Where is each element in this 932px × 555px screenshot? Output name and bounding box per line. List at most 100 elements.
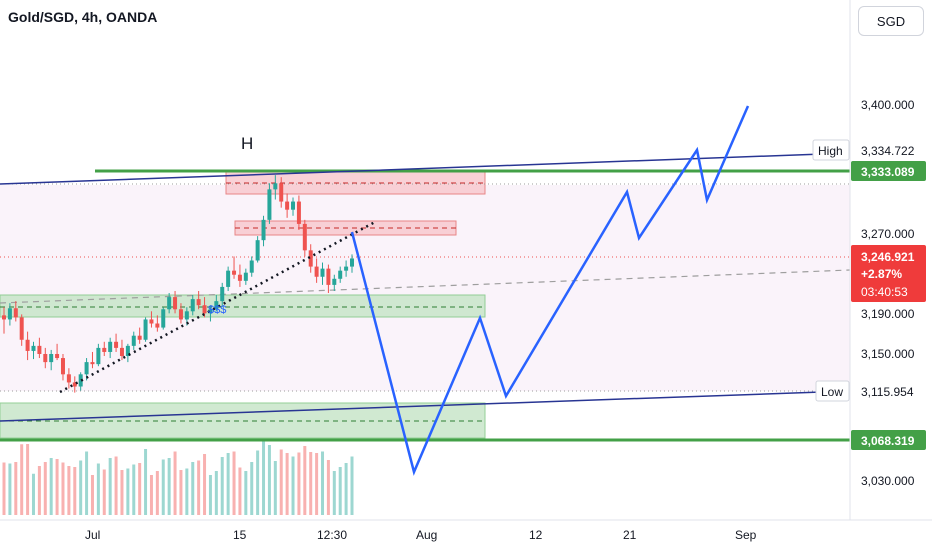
mid-dashed-line (0, 269, 851, 304)
x-tick-label: 12 (529, 528, 543, 542)
volume-bar (31, 473, 35, 515)
last-price-tag (851, 245, 926, 302)
candle-body (13, 308, 18, 318)
volume-bar (226, 453, 230, 515)
volume-bar (120, 470, 124, 515)
currency-button[interactable]: SGD (858, 6, 924, 36)
volume-bar (273, 461, 277, 515)
candle-body (285, 201, 290, 210)
candle-body (237, 274, 242, 281)
candle-body (155, 323, 160, 328)
candle-body (338, 270, 343, 279)
candle-body (25, 339, 30, 351)
candle-body (226, 270, 231, 287)
volume-bar (197, 460, 201, 515)
volume-bar (73, 467, 77, 515)
resistance-price-tag (851, 161, 926, 181)
volume-bar (262, 441, 266, 515)
volume-bar (144, 449, 148, 515)
support-price-value: 3,068.319 (861, 434, 915, 448)
candle-body (43, 353, 48, 363)
volume-bar (132, 464, 136, 515)
x-tick-label: Sep (735, 528, 757, 542)
consolidation-range-zone (0, 185, 850, 391)
projected-price-path[interactable] (350, 105, 750, 476)
candle-body (249, 260, 254, 273)
channel-lower-line[interactable] (0, 390, 851, 422)
volume-bar (297, 452, 301, 515)
volume-bar (321, 451, 325, 515)
volume-bar (344, 463, 348, 515)
candle-body (125, 345, 130, 357)
liquidity-label: $$$ (208, 304, 226, 316)
volume-bar (14, 462, 18, 515)
candle-body (255, 240, 260, 261)
volume-bar (250, 462, 254, 515)
last-price-change: +2.87% (861, 267, 902, 281)
volume-bar (61, 462, 65, 515)
volume-bar (208, 475, 212, 515)
candle-body (31, 345, 36, 351)
candle-body (296, 201, 301, 224)
candle-body (49, 353, 54, 363)
candle-body (196, 299, 201, 306)
demand-zone-upper[interactable] (0, 294, 486, 318)
candle-body (184, 311, 189, 320)
volume-bar (114, 456, 118, 515)
volume-bar (326, 460, 330, 515)
high-value: 3,334.722 (861, 144, 915, 158)
candle-body (161, 309, 166, 328)
candle-body (55, 353, 60, 359)
candle-body (332, 278, 337, 285)
y-tick-label: 3,190.000 (861, 307, 915, 321)
candle-body (326, 268, 331, 285)
candle-body (350, 258, 354, 267)
volume-bar (26, 444, 30, 515)
volume-bar (338, 467, 342, 515)
high-label: High (818, 144, 843, 158)
x-tick-label: 15 (233, 528, 247, 542)
volume-bar (256, 450, 260, 515)
volume-bar (79, 460, 83, 515)
time-axis[interactable]: Jul 15 12:30 Aug 12 21 Sep (85, 528, 757, 542)
volume-bar (285, 453, 289, 515)
candle-body (149, 319, 154, 324)
y-tick-label: 3,400.000 (861, 98, 915, 112)
volume-bar (55, 459, 59, 515)
volume-bar (90, 475, 94, 515)
candle-body (279, 183, 284, 202)
y-tick-label: 3,150.000 (861, 347, 915, 361)
volume-bar (315, 453, 319, 515)
volume-bar (96, 463, 100, 515)
candle-body (114, 341, 119, 348)
channel-upper-line[interactable] (0, 152, 851, 185)
candle-body (60, 358, 65, 375)
candle-body (7, 308, 12, 320)
candle-body (143, 319, 148, 340)
candle-body (90, 362, 95, 365)
candle-body (178, 309, 183, 320)
volume-bar (37, 466, 41, 515)
volume-bar (67, 466, 71, 515)
price-axis[interactable]: 3,400.000 3,270.000 3,190.000 3,150.000 … (861, 98, 915, 488)
volume-bar (138, 463, 142, 515)
volume-bar (203, 454, 207, 515)
candle-body (108, 341, 113, 352)
candle-body (84, 362, 89, 375)
candle-body (2, 315, 6, 320)
candle-body (202, 305, 207, 314)
volume-bar (108, 458, 112, 515)
x-tick-label: 12:30 (317, 528, 347, 542)
candle-body (232, 270, 237, 275)
candle-body (78, 374, 83, 387)
volume-bar (185, 468, 189, 515)
volume-bar (149, 475, 153, 515)
volume-bar (102, 469, 106, 515)
candle-body (19, 317, 24, 340)
volume-bar (179, 470, 183, 515)
x-tick-label: Aug (416, 528, 437, 542)
volume-bar (85, 451, 89, 515)
volume-bar (20, 444, 24, 515)
